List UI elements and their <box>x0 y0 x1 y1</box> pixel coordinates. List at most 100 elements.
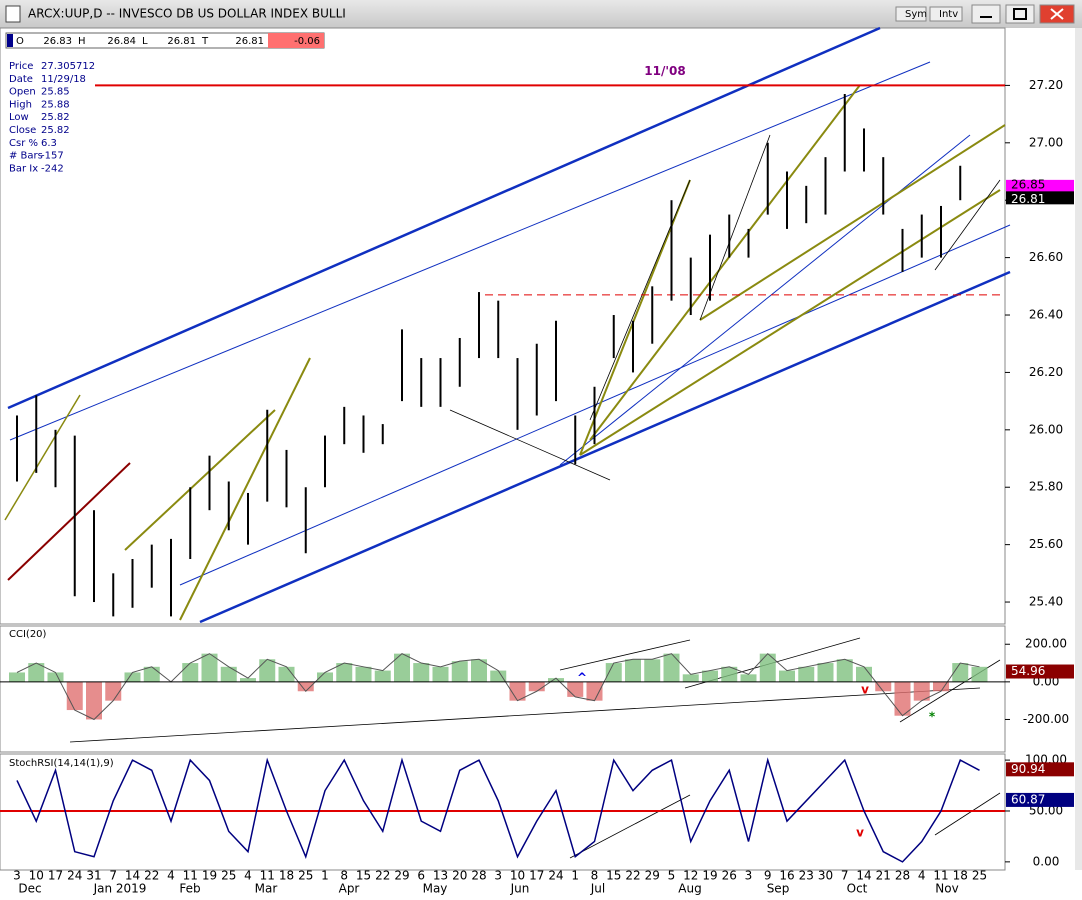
month-label: Jul <box>590 882 605 896</box>
quote-bar: O 26.83 H 26.84 L 26.81 T 26.81 -0.06 <box>5 32 325 49</box>
info-label: Low <box>9 112 29 123</box>
info-value: 11/29/18 <box>41 74 86 85</box>
x-tick-label: 3 <box>13 869 21 883</box>
y-tick-label: 27.20 <box>1029 78 1063 92</box>
x-tick-label: 4 <box>167 869 175 883</box>
high-value: 26.84 <box>107 36 136 47</box>
x-tick-label: 22 <box>625 869 640 883</box>
cci-bar <box>355 666 372 682</box>
stoch-last-label: 60.87 <box>1011 792 1045 806</box>
cci-bar <box>548 678 564 682</box>
month-label: Nov <box>935 882 958 896</box>
low-label: L <box>142 36 148 47</box>
x-tick-label: 16 <box>779 869 794 883</box>
cci-bar <box>66 681 83 711</box>
last-label: T <box>201 36 209 47</box>
x-tick-label: 24 <box>67 869 82 883</box>
x-tick-label: 12 <box>683 869 698 883</box>
x-tick-label: 6 <box>417 869 425 883</box>
open-value: 26.83 <box>43 36 72 47</box>
price-marker <box>1006 179 1074 193</box>
cci-annotation: ^ <box>577 671 587 685</box>
x-tick-label: 10 <box>510 869 525 883</box>
y-tick-label: 200.00 <box>1025 637 1067 651</box>
maximize-button[interactable] <box>1005 4 1035 24</box>
x-tick-label: 3 <box>494 869 502 883</box>
cci-bar <box>625 659 641 682</box>
cci-bar <box>663 653 680 682</box>
info-panel: Price 27.305712 Date 11/29/18 Open 25.85 High 2… <box>9 61 95 174</box>
info-value: 25.85 <box>41 87 70 98</box>
app-icon <box>5 5 21 23</box>
x-tick-label: 22 <box>375 869 390 883</box>
cci-bar <box>971 666 988 682</box>
intv-label[interactable]: Intv <box>939 9 958 20</box>
cci-bar <box>432 666 449 682</box>
stoch-last-label: 90.94 <box>1011 762 1045 776</box>
info-label: High <box>9 99 32 110</box>
cci-line <box>16 652 980 721</box>
cci-bar <box>47 672 64 682</box>
price-marker <box>1006 191 1074 205</box>
price-panel <box>0 27 1006 625</box>
stoch-line <box>16 757 980 863</box>
price-marker-label: 26.85 <box>1011 177 1045 191</box>
x-tick-label: 15 <box>606 869 621 883</box>
plot: 25.4025.6025.8026.0026.2026.4026.6026.80… <box>0 64 1074 896</box>
y-tick-label: 26.00 <box>1029 422 1063 436</box>
scrollbar[interactable] <box>1075 28 1082 870</box>
x-tick-label: 10 <box>29 869 44 883</box>
panel-title: CCI(20) <box>9 629 47 640</box>
cci-bar <box>836 659 853 682</box>
y-tick-label: 26.20 <box>1029 365 1063 379</box>
cci-bar <box>336 663 353 682</box>
cci-bar <box>798 666 815 682</box>
x-tick-label: 4 <box>244 869 252 883</box>
info-value: 6.3 <box>41 138 57 149</box>
cci-bar <box>721 666 738 682</box>
month-label: Oct <box>847 882 868 896</box>
sym-label[interactable]: Sym <box>905 9 927 20</box>
x-tick-label: 24 <box>548 869 563 883</box>
x-tick-label: 4 <box>918 869 926 883</box>
x-tick-label: 28 <box>895 869 910 883</box>
info-value: -157 <box>41 151 64 162</box>
minimize-button[interactable] <box>971 4 1001 24</box>
month-label: Apr <box>339 882 360 896</box>
y-tick-label: 26.60 <box>1029 250 1063 264</box>
cci-bar <box>278 666 295 682</box>
cci-bar <box>644 659 661 682</box>
month-label: Jun <box>510 882 530 896</box>
x-tick-label: 11 <box>183 869 198 883</box>
cci-bar <box>28 663 45 682</box>
cci-bar <box>875 681 892 692</box>
cci-bar <box>740 674 757 682</box>
x-tick-label: 7 <box>109 869 117 883</box>
month-label: Aug <box>678 882 701 896</box>
x-tick-label: 8 <box>591 869 599 883</box>
sym-button[interactable] <box>895 6 927 22</box>
x-tick-label: 19 <box>702 869 717 883</box>
cci-bar <box>933 681 949 692</box>
cci-bar <box>856 666 872 682</box>
cci-bar <box>413 663 430 682</box>
y-tick-label: 0.00 <box>1033 854 1060 868</box>
x-tick-label: 25 <box>221 869 236 883</box>
cci-bar <box>374 670 391 682</box>
month-label: Mar <box>255 882 278 896</box>
intv-button[interactable] <box>929 6 963 22</box>
cci-bar <box>201 653 218 682</box>
x-tick-label: 1 <box>321 869 329 883</box>
cci-bar <box>490 670 507 682</box>
cci-bar <box>143 666 160 682</box>
cci-bar <box>952 663 969 682</box>
stoch-last-box <box>1006 792 1074 807</box>
high-label: H <box>78 36 86 47</box>
x-tick-label: 18 <box>953 869 968 883</box>
cci-bar <box>894 681 911 716</box>
cci-bar <box>297 681 314 692</box>
cci-bar <box>86 681 102 720</box>
cci-last-box <box>1006 664 1074 679</box>
